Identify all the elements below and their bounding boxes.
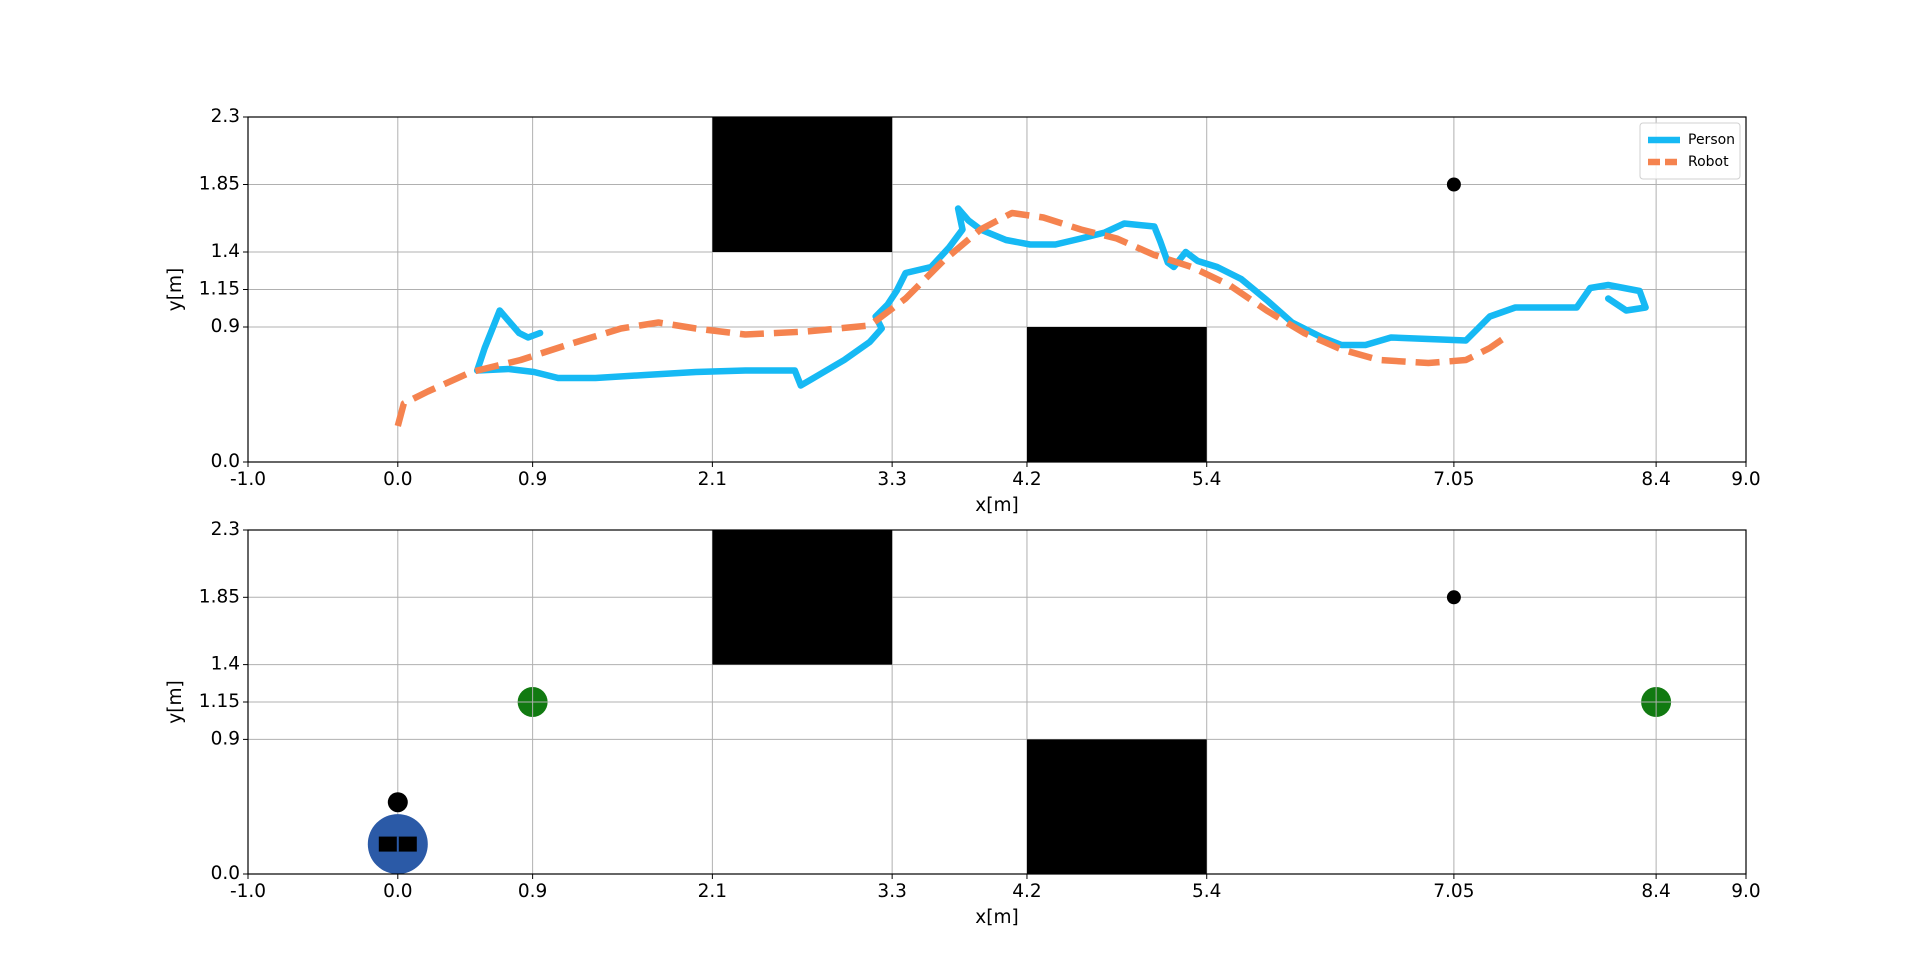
x-tick-label: 5.4 — [1192, 881, 1221, 902]
y-tick-label: 1.15 — [199, 279, 240, 300]
y-tick-label: 1.15 — [199, 691, 240, 712]
axes-frame — [247, 529, 1747, 875]
y-tick-label: 1.4 — [211, 241, 240, 262]
trajectory — [394, 209, 1512, 427]
y-tick-label: 0.0 — [211, 863, 240, 884]
x-axis-label: x[m] — [975, 907, 1018, 928]
obstacle — [1026, 327, 1207, 462]
x-tick-label: 0.9 — [518, 469, 547, 490]
x-tick-label: 9.0 — [1731, 881, 1760, 902]
x-tick-label: 0.9 — [518, 881, 547, 902]
x-tick-label: 8.4 — [1641, 881, 1670, 902]
y-tick-label: 2.3 — [211, 106, 240, 127]
x-tick-label: 0.0 — [383, 469, 412, 490]
y-tick-label: 0.0 — [211, 451, 240, 472]
x-tick-label: 0.0 — [383, 881, 412, 902]
obstacle — [1026, 739, 1207, 874]
obstacle — [712, 530, 893, 665]
obstacle — [712, 117, 893, 252]
x-tick-label: 7.05 — [1433, 881, 1474, 902]
legend-label: Person — [1688, 132, 1735, 148]
y-tick-label: 1.85 — [199, 174, 240, 195]
point — [387, 792, 408, 813]
axes-frame — [247, 116, 1747, 463]
y-axis-label: y[m] — [165, 268, 186, 311]
x-tick-label: 8.4 — [1641, 469, 1670, 490]
x-tick-label: 4.2 — [1012, 881, 1041, 902]
x-tick-label: 2.1 — [698, 881, 727, 902]
x-tick-label: 3.3 — [877, 469, 906, 490]
y-axis-label: y[m] — [165, 680, 186, 723]
point — [1446, 590, 1461, 605]
chart: -1.0 0.0 0.9 2.1 3.3 4.2 5.4 7.05 8.4 9.00.00.91.… — [165, 519, 1761, 928]
x-tick-label: -1.0 — [230, 881, 266, 902]
legend-label: Robot — [1688, 154, 1729, 170]
x-tick-label: -1.0 — [230, 469, 266, 490]
y-tick-label: 0.9 — [211, 728, 240, 749]
y-tick-label: 1.4 — [211, 654, 240, 675]
x-tick-label: 2.1 — [698, 469, 727, 490]
y-tick-label: 2.3 — [211, 519, 240, 540]
x-tick-label: 5.4 — [1192, 469, 1221, 490]
x-tick-label: 7.05 — [1433, 469, 1474, 490]
trajectory — [473, 205, 1649, 389]
point — [1446, 177, 1461, 192]
x-axis-label: x[m] — [975, 495, 1018, 516]
chart: -1.0 0.0 0.9 2.1 3.3 4.2 5.4 7.05 8.4 9.00.00.91.… — [165, 106, 1761, 516]
y-tick-label: 1.85 — [199, 586, 240, 607]
x-tick-label: 4.2 — [1012, 469, 1041, 490]
x-tick-label: 3.3 — [877, 881, 906, 902]
y-tick-label: 0.9 — [211, 316, 240, 337]
legend: Person Robot — [1639, 122, 1741, 180]
x-tick-label: 9.0 — [1731, 469, 1760, 490]
